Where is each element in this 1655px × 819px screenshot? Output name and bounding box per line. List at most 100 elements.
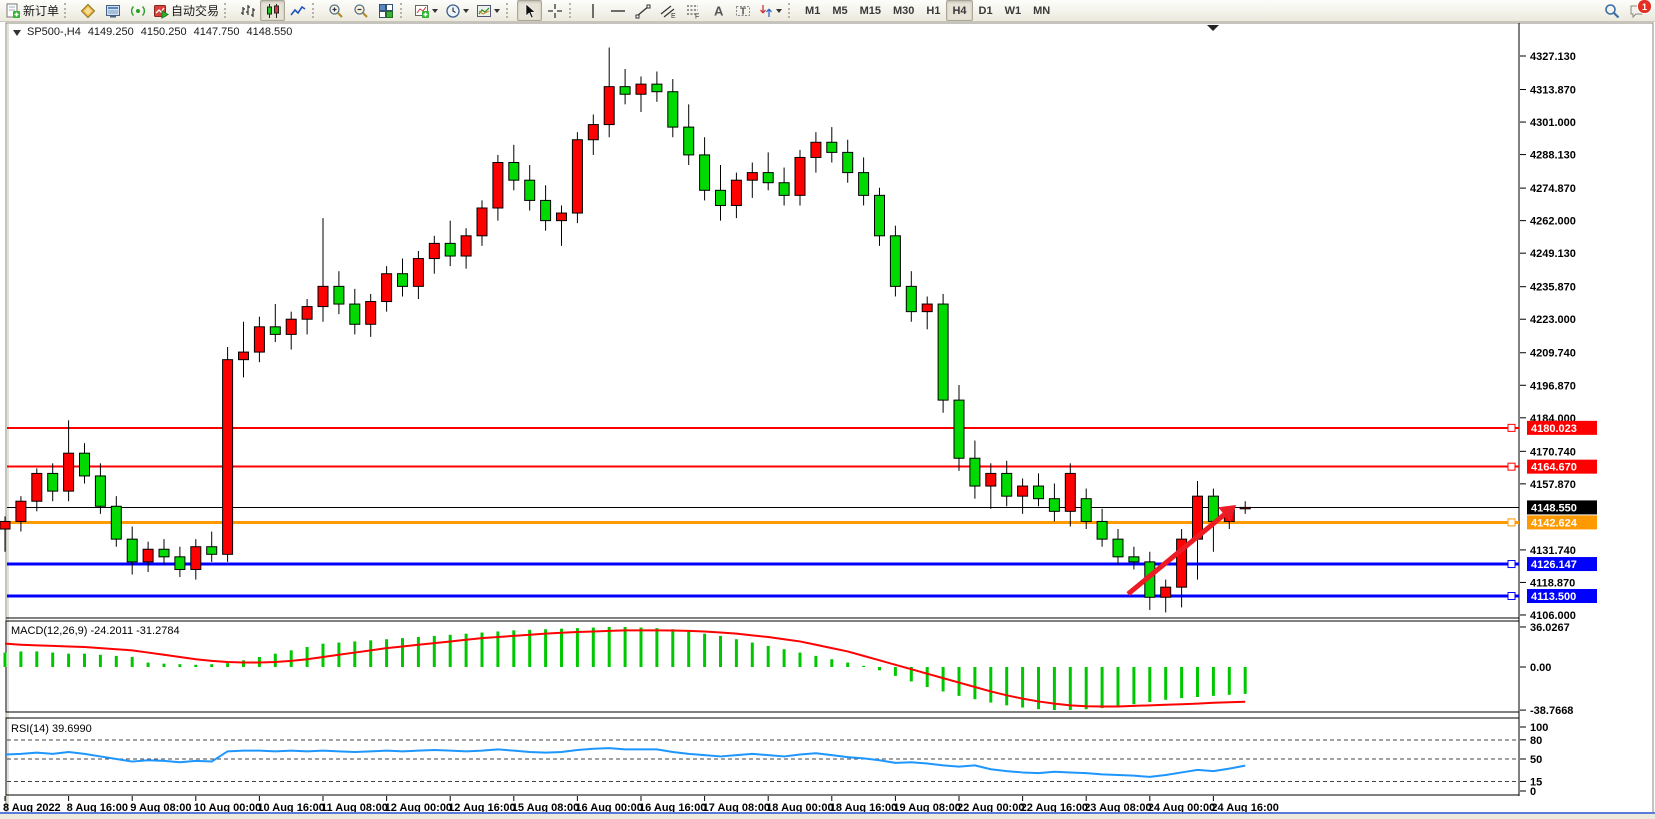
timeframe-h4-button[interactable]: H4 (946, 0, 973, 21)
price-tick-label: 4249.130 (1530, 248, 1576, 260)
toolbar-right: 1 (1599, 0, 1652, 21)
time-tick-label: 18 Aug 00:00 (766, 802, 833, 814)
candle-body (0, 520, 11, 530)
candle-body (921, 303, 933, 313)
toolbar-separator (400, 3, 407, 18)
timeframe-m1-button[interactable]: M1 (799, 0, 826, 21)
search-button[interactable] (1599, 0, 1624, 21)
arrows-button[interactable] (755, 0, 786, 21)
candle-body (412, 258, 424, 287)
candle-body (667, 91, 679, 128)
text-button[interactable]: A (705, 0, 730, 21)
line-handle[interactable] (1507, 423, 1516, 432)
zoom-in-button[interactable] (323, 0, 348, 21)
bar-chart-button[interactable] (235, 0, 260, 21)
zoom-out-button[interactable] (348, 0, 373, 21)
timeframe-m5-button[interactable]: M5 (826, 0, 853, 21)
rsi-tick-label: 15 (1530, 776, 1542, 788)
candlestick-chart-button[interactable] (260, 0, 286, 21)
candle-body (1080, 498, 1092, 522)
candle-body (905, 285, 917, 313)
price-tick-label: 4313.870 (1530, 85, 1576, 97)
high-value: 4150.250 (140, 26, 187, 38)
candle-body (842, 151, 854, 174)
time-tick-label: 10 Aug 16:00 (257, 802, 324, 814)
price-tick-label: 4262.000 (1530, 216, 1576, 228)
dropdown-arrow-icon (463, 9, 470, 13)
candle-body (206, 546, 218, 555)
macd-tick-label: 36.0267 (1530, 622, 1570, 634)
periods-button[interactable] (442, 0, 473, 21)
line-handle[interactable] (1507, 560, 1516, 569)
timeframe-m30-button[interactable]: M30 (887, 0, 920, 21)
line-handle[interactable] (1507, 592, 1516, 601)
candle-body (746, 172, 758, 181)
candle-body (428, 242, 440, 260)
timeframe-label: W1 (1004, 4, 1022, 17)
toolbar-group-chart-types (235, 0, 310, 21)
dropdown-arrow-icon (432, 9, 439, 13)
price-label-box (1527, 459, 1597, 474)
horizontal-line-button[interactable] (605, 0, 630, 21)
chart-shift-marker-icon[interactable] (1207, 25, 1219, 31)
candle-body (556, 212, 567, 222)
candle-body (651, 83, 663, 93)
tile-windows-button[interactable] (373, 0, 398, 21)
channel-icon: E (660, 5, 676, 19)
macd-signal-line (4, 629, 1246, 708)
price-label-text: 4113.500 (1531, 591, 1576, 603)
line-handle[interactable] (1507, 518, 1516, 527)
toolbar-separator (224, 3, 231, 18)
templates-button[interactable] (473, 0, 504, 21)
notifications-button[interactable]: 1 (1624, 0, 1652, 21)
fibonacci-button[interactable]: F (680, 0, 705, 21)
timeframe-m15-button[interactable]: M15 (854, 0, 887, 21)
signal-button[interactable] (125, 0, 150, 21)
bar-chart-icon (240, 4, 255, 17)
toolbar-separator (64, 3, 71, 18)
candle-body (889, 235, 901, 287)
line-chart-button[interactable] (285, 0, 310, 21)
toolbar-separator (788, 3, 795, 18)
timeframe-d1-button[interactable]: D1 (973, 0, 999, 21)
time-tick-label: 8 Aug 16:00 (67, 802, 128, 814)
indicators-button[interactable] (411, 0, 442, 21)
timeframe-w1-button[interactable]: W1 (999, 0, 1028, 21)
time-tick-label: 24 Aug 00:00 (1148, 802, 1215, 814)
candle-body (874, 194, 885, 237)
time-tick-label: 9 Aug 08:00 (130, 802, 191, 814)
annotation-arrow[interactable] (1126, 509, 1230, 596)
channel-button[interactable]: E (655, 0, 680, 21)
market-watch-button[interactable] (75, 0, 100, 21)
timeframe-h1-button[interactable]: H1 (920, 0, 946, 21)
signal-icon (130, 5, 145, 16)
autotrading-button[interactable]: 自动交易 (150, 0, 222, 21)
new-order-button[interactable]: 新订单 (2, 0, 62, 21)
trendline-button[interactable] (630, 0, 655, 21)
timeframe-label: MN (1033, 4, 1051, 17)
toolbar-group-orders: 新订单 (2, 0, 62, 21)
time-tick-label: 8 Aug 2022 (3, 802, 61, 814)
timeframe-mn-button[interactable]: MN (1027, 0, 1056, 21)
label-icon: T (735, 5, 750, 17)
data-window-button[interactable] (100, 0, 125, 21)
vertical-line-button[interactable] (580, 0, 605, 21)
one-click-trading-arrow-icon[interactable] (13, 28, 22, 37)
candle-body (110, 505, 122, 540)
cursor-icon (525, 2, 536, 18)
cursor-button[interactable] (517, 0, 543, 21)
time-tick-label: 16 Aug 16:00 (639, 802, 706, 814)
crosshair-button[interactable] (542, 0, 567, 21)
fibonacci-icon: F (686, 5, 699, 19)
label-button[interactable]: T (730, 0, 755, 21)
annotation-arrowhead[interactable] (1218, 505, 1236, 523)
dropdown-arrow-icon (494, 9, 501, 13)
toolbar-separator (312, 3, 319, 18)
symbol-period-label: SP500-,H4 (27, 26, 81, 38)
time-tick-label: 16 Aug 00:00 (575, 802, 642, 814)
price-tick-label: 4196.870 (1530, 380, 1576, 392)
toolbar-separator (506, 3, 513, 18)
candle-body (778, 182, 790, 196)
line-handle[interactable] (1507, 462, 1516, 471)
